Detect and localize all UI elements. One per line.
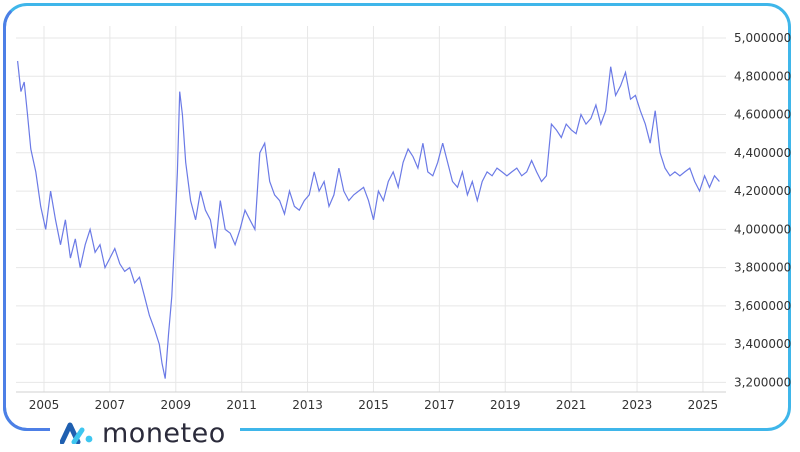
x-tick-label: 2013 — [292, 398, 323, 412]
x-tick-label: 2015 — [358, 398, 389, 412]
series-line — [17, 60, 720, 379]
x-tick-label: 2005 — [29, 398, 60, 412]
y-tick-label: 3,600000 — [734, 299, 791, 313]
x-tick-label: 2023 — [622, 398, 653, 412]
chart-frame — [3, 3, 791, 431]
y-tick-label: 4,800000 — [734, 69, 791, 83]
y-axis: 3,200000 3,400000 3,600000 3,800000 4,000000… — [734, 31, 791, 389]
y-tick-label: 4,200000 — [734, 184, 791, 198]
brand-logo: moneteo — [50, 414, 240, 452]
x-tick-label: 2021 — [556, 398, 587, 412]
x-tick-label: 2009 — [161, 398, 192, 412]
y-tick-label: 3,800000 — [734, 261, 791, 275]
y-tick-label: 4,600000 — [734, 108, 791, 122]
y-tick-label: 3,200000 — [734, 375, 791, 389]
x-tick-label: 2017 — [424, 398, 455, 412]
y-tick-label: 4,000000 — [734, 222, 791, 236]
y-tick-label: 5,000000 — [734, 31, 791, 45]
x-tick-label: 2011 — [226, 398, 257, 412]
x-tick-label: 2019 — [490, 398, 521, 412]
x-tick-label: 2025 — [688, 398, 719, 412]
x-axis: 2005 2007 2009 2011 2013 2015 2017 2019 2021 2023… — [29, 398, 718, 412]
y-tick-label: 4,400000 — [734, 146, 791, 160]
x-tick-label: 2007 — [95, 398, 126, 412]
brand-name: moneteo — [102, 417, 226, 449]
y-tick-label: 3,400000 — [734, 337, 791, 351]
moneteo-logo-icon — [60, 422, 93, 444]
